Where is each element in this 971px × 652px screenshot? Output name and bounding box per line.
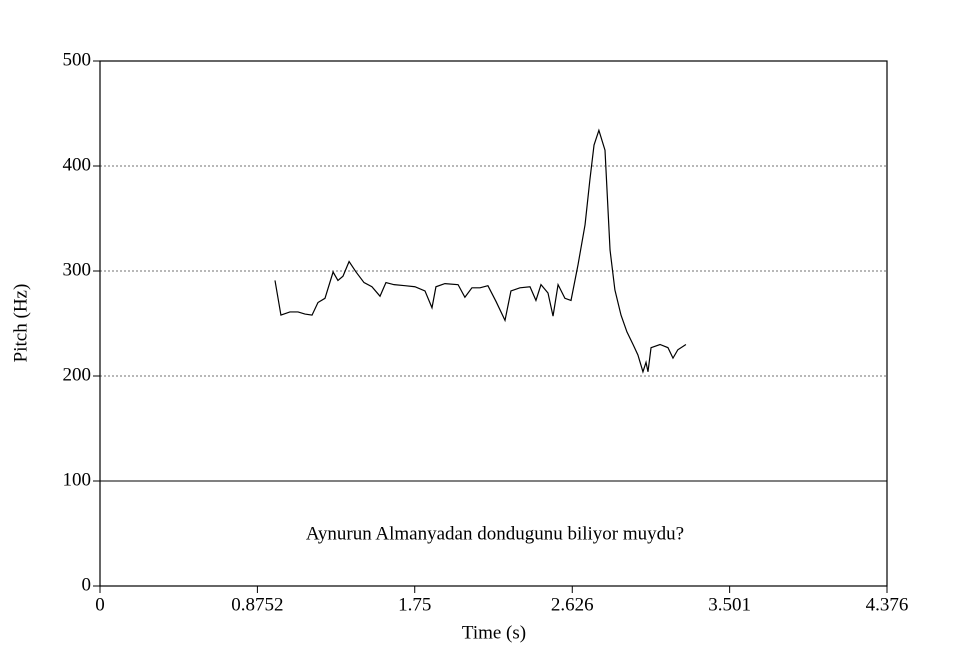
y-tick-label: 400 [63,154,92,175]
x-tick-label: 2.626 [551,594,594,615]
annotation: Aynurun Almanyadan dondugunu biliyor muy… [306,523,684,544]
y-axis-label: Pitch (Hz) [10,284,31,363]
y-tick-label: 300 [63,259,92,280]
y-tick-label: 200 [63,364,92,385]
y-tick-label: 0 [82,574,92,595]
x-tick-label: 1.75 [398,594,431,615]
x-tick-label: 0 [95,594,105,615]
x-tick-label: 4.376 [866,594,909,615]
x-tick-label: 0.8752 [231,594,283,615]
plot-frame [99,60,888,587]
y-tick-label: 500 [63,49,92,70]
pitch-line [274,128,687,374]
y-tick-label: 100 [63,469,92,490]
x-axis-label: Time (s) [462,622,526,643]
x-tick-label: 3.501 [708,594,751,615]
